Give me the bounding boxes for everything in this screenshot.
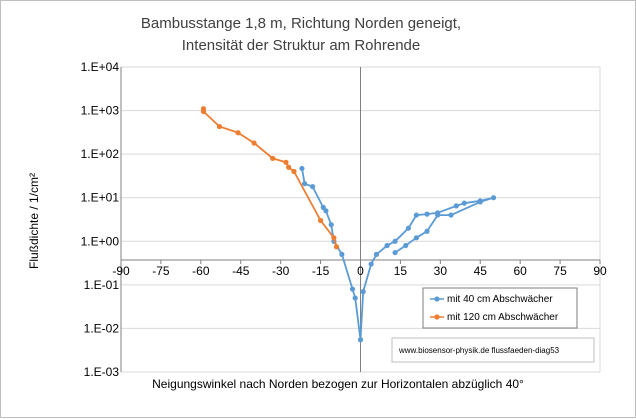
x-tick-label: -45 — [232, 264, 250, 278]
x-tick-labels: -90 -75 -60 -45 -30 -15 0 15 30 45 60 75 90 — [112, 264, 607, 278]
series-1-point — [310, 183, 316, 190]
y-tick-label: 1.E+02 — [81, 147, 120, 161]
series-2-point — [251, 140, 257, 146]
series-1-point — [413, 235, 419, 241]
x-tick-label: -90 — [112, 264, 130, 278]
x-tick-label: 90 — [593, 264, 607, 278]
series-1-point — [349, 286, 356, 292]
x-tick-label: -30 — [272, 264, 290, 278]
y-tick-label: 1.E+01 — [81, 191, 120, 205]
axes — [120, 67, 601, 372]
chart-title-line-2: Intensität der Struktur am Rohrende — [182, 37, 420, 54]
series-1-point — [368, 261, 374, 267]
legend-label-series-1: mit 40 cm Abschwächer — [447, 294, 553, 305]
series-1-point — [424, 228, 430, 234]
legend-marker-series-1 — [434, 296, 440, 302]
series-1-point — [448, 212, 454, 218]
series-1-point — [360, 289, 366, 295]
x-tick-label: 15 — [394, 264, 408, 278]
series-1-point — [299, 165, 305, 172]
series-1-point — [413, 212, 419, 218]
x-tick-label: -60 — [192, 264, 210, 278]
y-axis-label: Flußdichte / 1/cm² — [27, 173, 41, 269]
legend-box — [422, 287, 578, 329]
series-2-point — [216, 123, 223, 130]
series-1-point — [392, 238, 398, 244]
series-1-point — [403, 242, 409, 249]
credit-frame — [391, 337, 595, 363]
series-1-point — [302, 181, 308, 187]
series-2-point — [331, 235, 337, 241]
series-1-point — [323, 208, 329, 214]
x-tick-label: 0 — [357, 264, 364, 278]
legend-marker-series-2 — [434, 314, 440, 320]
chart-title-line-1: Bambusstange 1,8 m, Richtung Norden gene… — [141, 15, 461, 32]
series-2-point — [200, 108, 207, 115]
series-1-point — [392, 249, 398, 256]
x-tick-label: 45 — [474, 264, 488, 278]
series-1-point — [352, 295, 358, 301]
series-2-point — [333, 244, 340, 250]
y-tick-label: 1.E-03 — [84, 365, 120, 379]
series-1-point — [490, 195, 497, 201]
y-tick-label: 1.E+03 — [81, 104, 120, 118]
series-2-point — [291, 168, 297, 175]
credit-text: www.biosensor-physik.de flussfaeden-diag… — [398, 346, 560, 355]
series-line-2 — [202, 108, 338, 247]
series-1-point — [373, 251, 380, 258]
series-1-point — [384, 242, 390, 249]
series-1-point — [424, 211, 430, 217]
y-tick-labels: 1.E+04 1.E+03 1.E+02 1.E+01 1.E+00 1.E-01 1.E-… — [81, 60, 120, 379]
series-1-point — [453, 203, 459, 209]
credit-box: www.biosensor-physik.de flussfaeden-diag… — [391, 337, 595, 363]
series-2-point — [317, 217, 324, 224]
series-1-point — [477, 199, 483, 205]
series-1-point — [435, 212, 441, 218]
x-tick-label: -15 — [312, 264, 330, 278]
legend: mit 40 cm Abschwächer mit 120 cm Abschwä… — [422, 287, 578, 329]
series-2-point — [270, 155, 276, 161]
x-tick-label: 60 — [513, 264, 527, 278]
y-tick-label: 1.E-02 — [84, 321, 120, 335]
x-tick-label: -75 — [152, 264, 170, 278]
series-1-point — [405, 225, 411, 231]
series-2-point — [286, 164, 292, 170]
series-1-point — [328, 222, 334, 228]
series-1-point — [461, 200, 467, 206]
series-1-point — [339, 251, 345, 258]
y-tick-label: 1.E-01 — [84, 278, 120, 292]
legend-label-series-2: mit 120 cm Abschwächer — [447, 312, 559, 323]
x-tick-label: 30 — [434, 264, 448, 278]
series — [200, 106, 497, 343]
y-tick-label: 1.E+04 — [81, 60, 120, 74]
series-2-point — [235, 130, 241, 136]
x-axis-label: Neigungswinkel nach Norden bezogen zur H… — [152, 377, 524, 391]
x-tick-label: 75 — [553, 264, 567, 278]
series-2-point — [283, 159, 289, 165]
y-tick-label: 1.E+00 — [81, 234, 120, 248]
series-1-point — [357, 337, 364, 343]
